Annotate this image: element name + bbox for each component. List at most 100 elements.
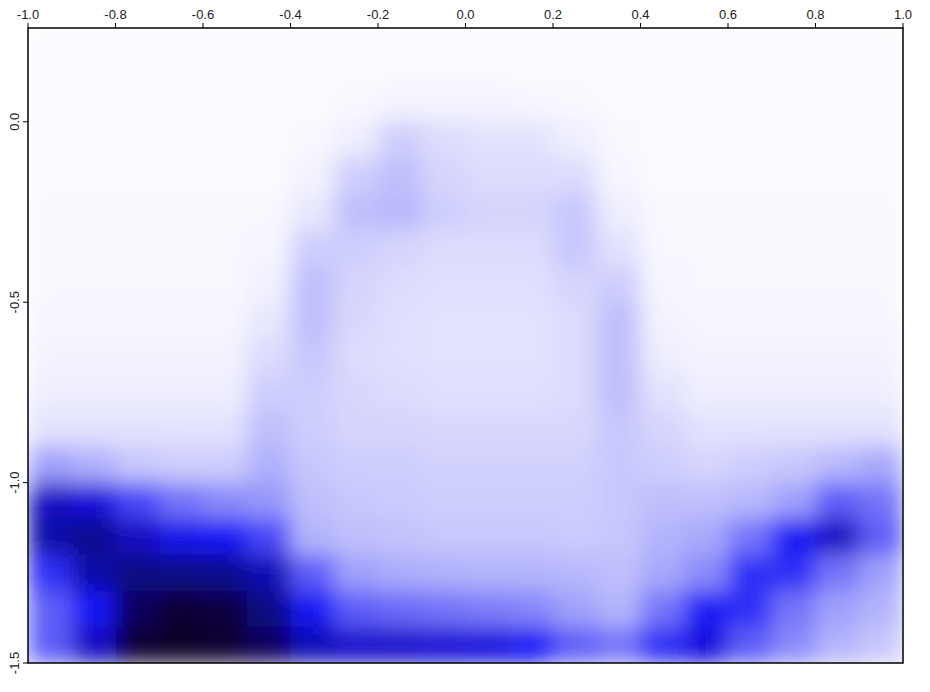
cell — [159, 374, 203, 411]
cell — [378, 338, 422, 375]
cell — [72, 555, 116, 592]
cell — [422, 302, 466, 339]
cell — [116, 302, 160, 339]
cell — [466, 302, 510, 339]
cell — [28, 591, 72, 628]
cell — [247, 591, 291, 628]
cell — [597, 50, 641, 87]
cell — [72, 591, 116, 628]
cell — [772, 86, 816, 123]
cell — [509, 555, 553, 592]
cell — [116, 230, 160, 267]
cell — [116, 122, 160, 159]
cell — [553, 194, 597, 231]
cell — [641, 302, 685, 339]
cell — [553, 519, 597, 556]
cell — [728, 447, 772, 484]
y-tick — [23, 121, 28, 122]
cell — [597, 591, 641, 628]
cell — [159, 338, 203, 375]
cell — [641, 447, 685, 484]
cell — [334, 374, 378, 411]
cell — [466, 591, 510, 628]
cell — [247, 266, 291, 303]
cell — [247, 50, 291, 87]
cell — [684, 230, 728, 267]
cell — [641, 627, 685, 663]
cell — [422, 28, 466, 50]
cell — [378, 374, 422, 411]
cell — [378, 519, 422, 556]
cell — [422, 194, 466, 231]
cell — [728, 122, 772, 159]
cell — [859, 374, 903, 411]
cell — [816, 374, 860, 411]
cell — [28, 28, 72, 50]
cell — [203, 158, 247, 195]
cell — [466, 483, 510, 520]
cell — [116, 374, 160, 411]
cell — [28, 338, 72, 375]
cell — [203, 519, 247, 556]
cell — [291, 627, 335, 663]
cell — [684, 50, 728, 87]
cell — [772, 483, 816, 520]
x-tick — [815, 23, 816, 28]
cell — [159, 86, 203, 123]
cell — [859, 338, 903, 375]
x-tick — [903, 23, 904, 28]
cell — [334, 483, 378, 520]
cell — [116, 338, 160, 375]
cell — [422, 86, 466, 123]
cell — [378, 194, 422, 231]
cell — [509, 338, 553, 375]
cell — [509, 374, 553, 411]
cell — [466, 447, 510, 484]
x-tick-label: 0.4 — [631, 7, 649, 22]
cell — [684, 338, 728, 375]
cell — [553, 627, 597, 663]
cell — [247, 483, 291, 520]
cell — [772, 555, 816, 592]
cell — [553, 122, 597, 159]
cell — [816, 28, 860, 50]
cell — [116, 591, 160, 628]
cell — [159, 158, 203, 195]
cell — [772, 374, 816, 411]
cell — [28, 627, 72, 663]
cell — [641, 158, 685, 195]
cell — [553, 447, 597, 484]
y-tick — [23, 482, 28, 483]
cell — [72, 28, 116, 50]
cell — [247, 447, 291, 484]
cell — [291, 374, 335, 411]
cell — [728, 555, 772, 592]
cell — [466, 266, 510, 303]
cell — [28, 302, 72, 339]
cell — [859, 122, 903, 159]
cell — [772, 302, 816, 339]
cell — [291, 555, 335, 592]
cell — [728, 410, 772, 447]
cell — [772, 410, 816, 447]
cell — [28, 410, 72, 447]
cell — [728, 591, 772, 628]
cell — [728, 158, 772, 195]
cell — [553, 302, 597, 339]
y-tick-label: -0.5 — [7, 291, 22, 313]
cell — [641, 194, 685, 231]
cell — [159, 519, 203, 556]
cell — [116, 555, 160, 592]
cell — [553, 50, 597, 87]
cell — [684, 483, 728, 520]
cell — [334, 158, 378, 195]
cell — [159, 230, 203, 267]
cell — [466, 410, 510, 447]
cell — [291, 447, 335, 484]
cell — [422, 122, 466, 159]
cell — [72, 230, 116, 267]
cell — [116, 28, 160, 50]
cell — [422, 483, 466, 520]
cell — [28, 266, 72, 303]
cell — [422, 230, 466, 267]
